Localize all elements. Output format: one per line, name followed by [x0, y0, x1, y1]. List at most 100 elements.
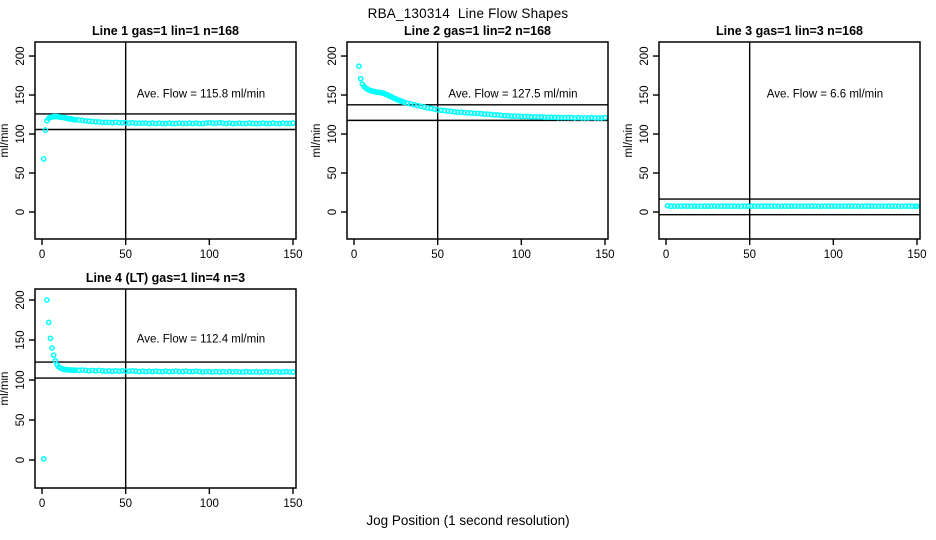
data-point [112, 119, 119, 126]
svg-text:100: 100 [15, 124, 27, 143]
svg-text:150: 150 [907, 249, 926, 261]
data-point [464, 110, 471, 116]
data-point [276, 369, 283, 375]
data-point [86, 118, 92, 125]
data-point [253, 368, 260, 375]
data-point [444, 108, 451, 114]
data-point [515, 113, 521, 119]
data-point [86, 367, 92, 374]
data-point [708, 203, 715, 210]
data-point [273, 368, 280, 375]
svg-text:200: 200 [639, 46, 651, 65]
data-point [778, 203, 785, 210]
data-point [136, 120, 142, 126]
reference-lines [35, 42, 296, 239]
data-point [183, 120, 189, 127]
data-point [718, 203, 725, 210]
data-point [256, 369, 263, 375]
data-point [44, 297, 50, 303]
data-point [246, 369, 253, 375]
data-point [728, 203, 735, 210]
data-point [721, 203, 728, 209]
data-point [159, 120, 166, 127]
data-point [152, 368, 159, 375]
svg-text:Ave. Flow = 127.5 ml/min: Ave. Flow = 127.5 ml/min [448, 88, 577, 100]
data-point [126, 368, 132, 375]
data-point [812, 203, 818, 209]
data-point [193, 120, 199, 126]
data-point [491, 112, 498, 118]
data-point [725, 203, 731, 210]
svg-text:ml/min: ml/min [0, 372, 11, 406]
data-point [216, 119, 223, 126]
data-point [875, 203, 882, 210]
svg-text:Line 3 gas=1 lin=3 n=168: Line 3 gas=1 lin=3 n=168 [716, 24, 863, 38]
data-point [561, 114, 568, 121]
data-point [751, 203, 758, 209]
data-point [572, 115, 578, 121]
data-point [545, 114, 551, 121]
data-point [424, 105, 431, 111]
data-point [132, 120, 139, 126]
reference-lines [347, 42, 608, 239]
svg-text:100: 100 [824, 249, 843, 261]
data-point [668, 203, 674, 210]
data-point [858, 203, 865, 210]
x-axis: 0 50 100 150 [39, 239, 303, 261]
data-point [356, 63, 362, 70]
x-axis-label: Jog Position (1 second resolution) [366, 513, 570, 528]
data-point [166, 368, 173, 375]
data-point [239, 369, 246, 375]
data-point [741, 203, 748, 209]
data-point [845, 203, 852, 210]
svg-text:100: 100 [15, 370, 27, 389]
ave-flow-annotation: Ave. Flow = 127.5 ml/min [448, 88, 577, 100]
svg-text:100: 100 [512, 249, 531, 261]
data-point [585, 115, 592, 121]
y-axis: 0 50 100 150 200 [15, 46, 35, 215]
data-point [236, 369, 243, 375]
data-point [283, 368, 290, 375]
data-point [681, 203, 688, 209]
data-points [356, 63, 608, 121]
data-point [758, 203, 765, 210]
data-point [189, 368, 196, 375]
data-point [75, 367, 82, 374]
data-point [914, 203, 920, 210]
data-point [213, 368, 219, 375]
data-point [186, 120, 193, 126]
data-point [835, 203, 842, 210]
data-point [865, 203, 872, 210]
svg-text:0: 0 [663, 249, 669, 261]
svg-text:50: 50 [15, 414, 27, 427]
data-point [166, 120, 173, 126]
data-point [149, 120, 156, 126]
data-point [788, 203, 795, 210]
data-point [438, 107, 444, 114]
data-point [146, 120, 152, 127]
data-point [122, 119, 129, 126]
data-point [448, 108, 454, 115]
svg-text:0: 0 [327, 209, 339, 215]
data-point [808, 203, 815, 210]
data-point [276, 120, 283, 127]
data-point [498, 112, 505, 119]
svg-text:200: 200 [15, 46, 27, 65]
data-point [206, 368, 213, 375]
data-point [173, 368, 179, 375]
data-point [885, 203, 892, 210]
data-point [592, 115, 598, 121]
data-point [233, 368, 239, 375]
data-point [49, 345, 55, 351]
data-point [848, 203, 855, 210]
data-point [286, 369, 293, 375]
svg-text:Ave. Flow = 115.8 ml/min: Ave. Flow = 115.8 ml/min [137, 88, 265, 100]
data-point [495, 112, 501, 118]
data-point [895, 203, 902, 210]
data-point [905, 203, 912, 210]
data-point [273, 120, 280, 127]
data-point [357, 75, 364, 82]
svg-text:50: 50 [431, 249, 444, 261]
data-point [471, 110, 478, 117]
data-point [162, 120, 169, 127]
